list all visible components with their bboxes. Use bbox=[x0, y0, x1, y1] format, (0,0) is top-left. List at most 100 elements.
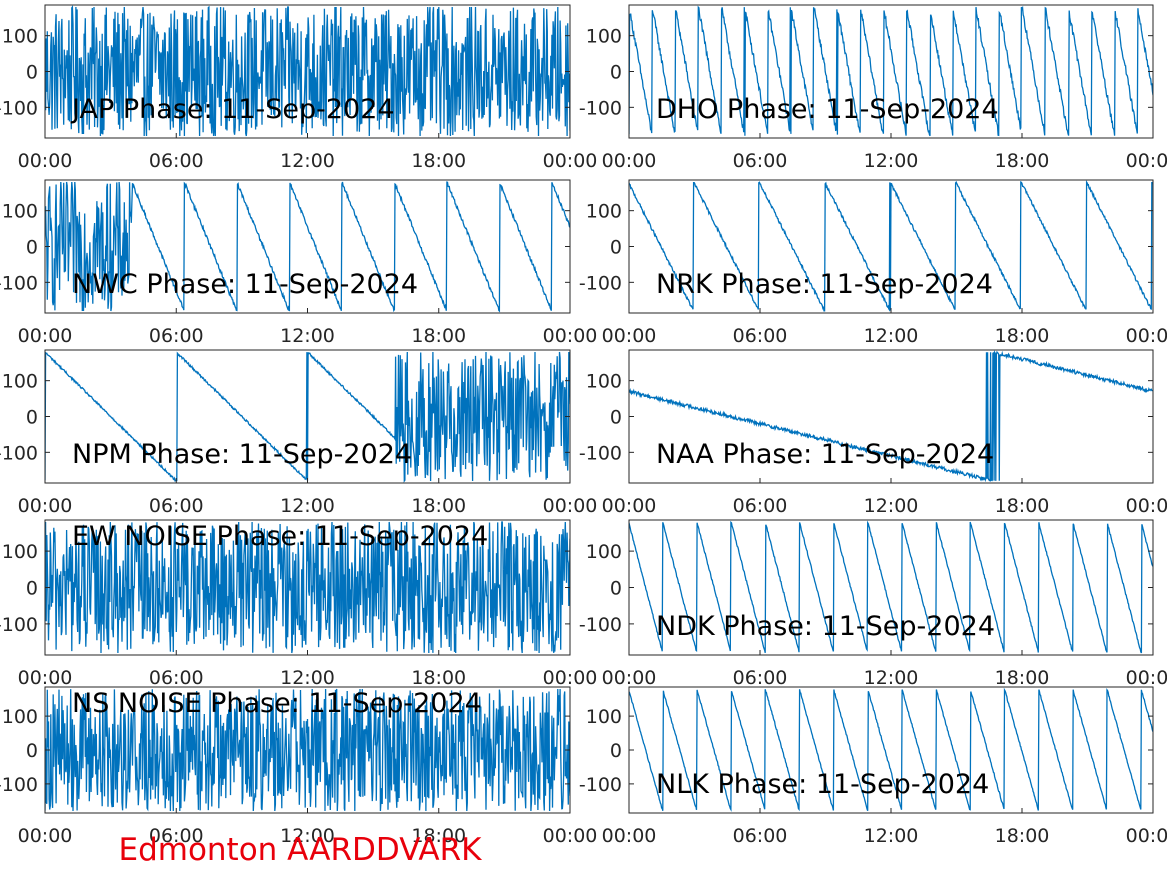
x-tick-label: 18:00 bbox=[411, 667, 466, 689]
x-tick-label: 00:00 bbox=[18, 495, 73, 517]
y-tick-label: 0 bbox=[26, 578, 38, 600]
y-tick-label: 100 bbox=[586, 706, 622, 728]
x-tick-label: 12:00 bbox=[280, 825, 335, 847]
x-tick-label: 06:00 bbox=[149, 495, 204, 517]
x-tick-label: 12:00 bbox=[280, 667, 335, 689]
phase-trace bbox=[629, 5, 1153, 137]
x-tick-label: 06:00 bbox=[149, 150, 204, 172]
x-tick-label: 00:00 bbox=[602, 825, 657, 847]
phase-trace bbox=[629, 520, 1153, 654]
y-tick-label: 0 bbox=[610, 62, 622, 84]
x-tick-label: 00:00 bbox=[602, 150, 657, 172]
phase-trace bbox=[629, 180, 1153, 312]
y-tick-label: -100 bbox=[0, 272, 38, 294]
y-tick-label: -100 bbox=[579, 272, 622, 294]
x-tick-label: 12:00 bbox=[864, 150, 919, 172]
y-tick-label: 100 bbox=[586, 201, 622, 223]
phase-trace bbox=[45, 5, 570, 137]
panel-title: DHO Phase: 11-Sep-2024 bbox=[656, 94, 999, 125]
x-tick-label: 00:00 bbox=[18, 667, 73, 689]
y-tick-label: 0 bbox=[26, 237, 38, 259]
phase-panel: 100 0 -100 00:00 06:00 12:00 18:00 00:00 NRK Pha… bbox=[579, 179, 1167, 347]
phase-panel: 100 0 -100 00:00 06:00 12:00 18:00 00:00 NAA Pha… bbox=[579, 349, 1167, 517]
y-tick-label: 0 bbox=[610, 578, 622, 600]
y-tick-label: 0 bbox=[610, 237, 622, 259]
x-tick-label: 12:00 bbox=[280, 325, 335, 347]
panel-title: NRK Phase: 11-Sep-2024 bbox=[656, 269, 993, 300]
y-tick-label: 0 bbox=[26, 407, 38, 429]
y-tick-label: 100 bbox=[586, 26, 622, 48]
x-tick-label: 06:00 bbox=[733, 667, 788, 689]
phase-panel: 100 0 -100 00:00 06:00 12:00 18:00 00:00 NS NOIS… bbox=[0, 686, 598, 847]
x-tick-label: 00:00 bbox=[18, 825, 73, 847]
panel-title: NPM Phase: 11-Sep-2024 bbox=[72, 439, 412, 470]
y-tick-label: -100 bbox=[579, 97, 622, 119]
phase-panel: 100 0 -100 00:00 06:00 12:00 18:00 00:00 NDK Pha… bbox=[579, 519, 1167, 689]
x-tick-label: 06:00 bbox=[733, 150, 788, 172]
x-tick-label: 00:00 bbox=[602, 325, 657, 347]
phase-panel: 100 0 -100 00:00 06:00 12:00 18:00 00:00 NPM Pha… bbox=[0, 349, 597, 517]
phase-trace bbox=[45, 521, 570, 654]
x-tick-label: 18:00 bbox=[995, 667, 1050, 689]
y-tick-label: 0 bbox=[610, 740, 622, 762]
y-tick-label: -100 bbox=[579, 774, 622, 796]
x-tick-label: 12:00 bbox=[864, 495, 919, 517]
phase-trace bbox=[629, 350, 1153, 483]
y-tick-label: -100 bbox=[579, 614, 622, 636]
y-tick-label: 100 bbox=[2, 706, 38, 728]
y-tick-label: 0 bbox=[610, 407, 622, 429]
y-tick-label: 100 bbox=[2, 541, 38, 563]
x-tick-label: 18:00 bbox=[411, 150, 466, 172]
y-tick-label: -100 bbox=[0, 442, 38, 464]
x-tick-label: 00:00 bbox=[18, 325, 73, 347]
x-tick-label: 12:00 bbox=[864, 825, 919, 847]
y-tick-label: 100 bbox=[586, 541, 622, 563]
y-tick-label: -100 bbox=[579, 442, 622, 464]
x-tick-label: 12:00 bbox=[864, 667, 919, 689]
y-tick-label: -100 bbox=[0, 774, 38, 796]
x-tick-label: 00:00 bbox=[543, 150, 598, 172]
phase-panel: 100 0 -100 00:00 06:00 12:00 18:00 00:00 JAP Pha… bbox=[0, 4, 598, 172]
x-tick-label: 18:00 bbox=[411, 495, 466, 517]
panel-title: NDK Phase: 11-Sep-2024 bbox=[656, 611, 995, 642]
x-tick-label: 00:00 bbox=[1126, 495, 1167, 517]
x-tick-label: 18:00 bbox=[995, 325, 1050, 347]
x-tick-label: 00:00 bbox=[18, 150, 73, 172]
x-tick-label: 18:00 bbox=[995, 825, 1050, 847]
x-tick-label: 12:00 bbox=[280, 150, 335, 172]
x-tick-label: 06:00 bbox=[733, 825, 788, 847]
y-tick-label: 100 bbox=[2, 26, 38, 48]
footer-title: Edmonton AARDDVARK bbox=[118, 832, 482, 868]
panel-title: JAP Phase: 11-Sep-2024 bbox=[70, 94, 395, 125]
phase-trace bbox=[45, 181, 570, 313]
x-tick-label: 12:00 bbox=[864, 325, 919, 347]
x-tick-label: 18:00 bbox=[995, 495, 1050, 517]
x-tick-label: 18:00 bbox=[995, 150, 1050, 172]
x-tick-label: 06:00 bbox=[733, 325, 788, 347]
x-tick-label: 00:00 bbox=[602, 667, 657, 689]
y-tick-label: 100 bbox=[2, 371, 38, 393]
phase-panel: 100 0 -100 00:00 06:00 12:00 18:00 00:00 EW NOIS… bbox=[0, 519, 597, 689]
panel-title: NLK Phase: 11-Sep-2024 bbox=[656, 769, 989, 800]
y-tick-label: -100 bbox=[0, 97, 38, 119]
y-tick-label: -100 bbox=[0, 614, 38, 636]
y-tick-label: 100 bbox=[586, 371, 622, 393]
phase-panel: 100 0 -100 00:00 06:00 12:00 18:00 00:00 DHO Pha… bbox=[579, 4, 1167, 172]
y-tick-label: 0 bbox=[26, 740, 38, 762]
x-tick-label: 18:00 bbox=[411, 825, 466, 847]
x-tick-label: 12:00 bbox=[280, 495, 335, 517]
x-tick-label: 06:00 bbox=[149, 325, 204, 347]
x-tick-label: 00:00 bbox=[543, 825, 598, 847]
x-tick-label: 06:00 bbox=[149, 825, 204, 847]
phase-trace bbox=[629, 687, 1153, 812]
x-tick-label: 00:00 bbox=[602, 495, 657, 517]
x-tick-label: 00:00 bbox=[1126, 325, 1167, 347]
panel-title: NS NOISE Phase: 11-Sep-2024 bbox=[72, 688, 482, 719]
x-tick-label: 18:00 bbox=[411, 325, 466, 347]
x-tick-label: 00:00 bbox=[543, 325, 598, 347]
x-tick-label: 00:00 bbox=[1126, 825, 1167, 847]
panel-title: NAA Phase: 11-Sep-2024 bbox=[656, 439, 994, 470]
phase-panel: 100 0 -100 00:00 06:00 12:00 18:00 00:00 NLK Pha… bbox=[579, 686, 1167, 847]
y-tick-label: 0 bbox=[26, 62, 38, 84]
panel-title: NWC Phase: 11-Sep-2024 bbox=[72, 269, 418, 300]
